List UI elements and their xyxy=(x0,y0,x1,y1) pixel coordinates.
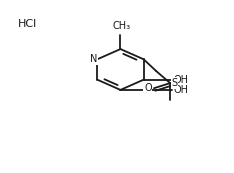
Text: HCl: HCl xyxy=(18,19,38,29)
Text: S: S xyxy=(171,78,177,88)
Text: O: O xyxy=(144,83,152,93)
Text: OH: OH xyxy=(174,85,189,95)
Text: N: N xyxy=(90,54,97,64)
Text: CH₃: CH₃ xyxy=(113,21,131,31)
Text: OH: OH xyxy=(174,75,189,85)
